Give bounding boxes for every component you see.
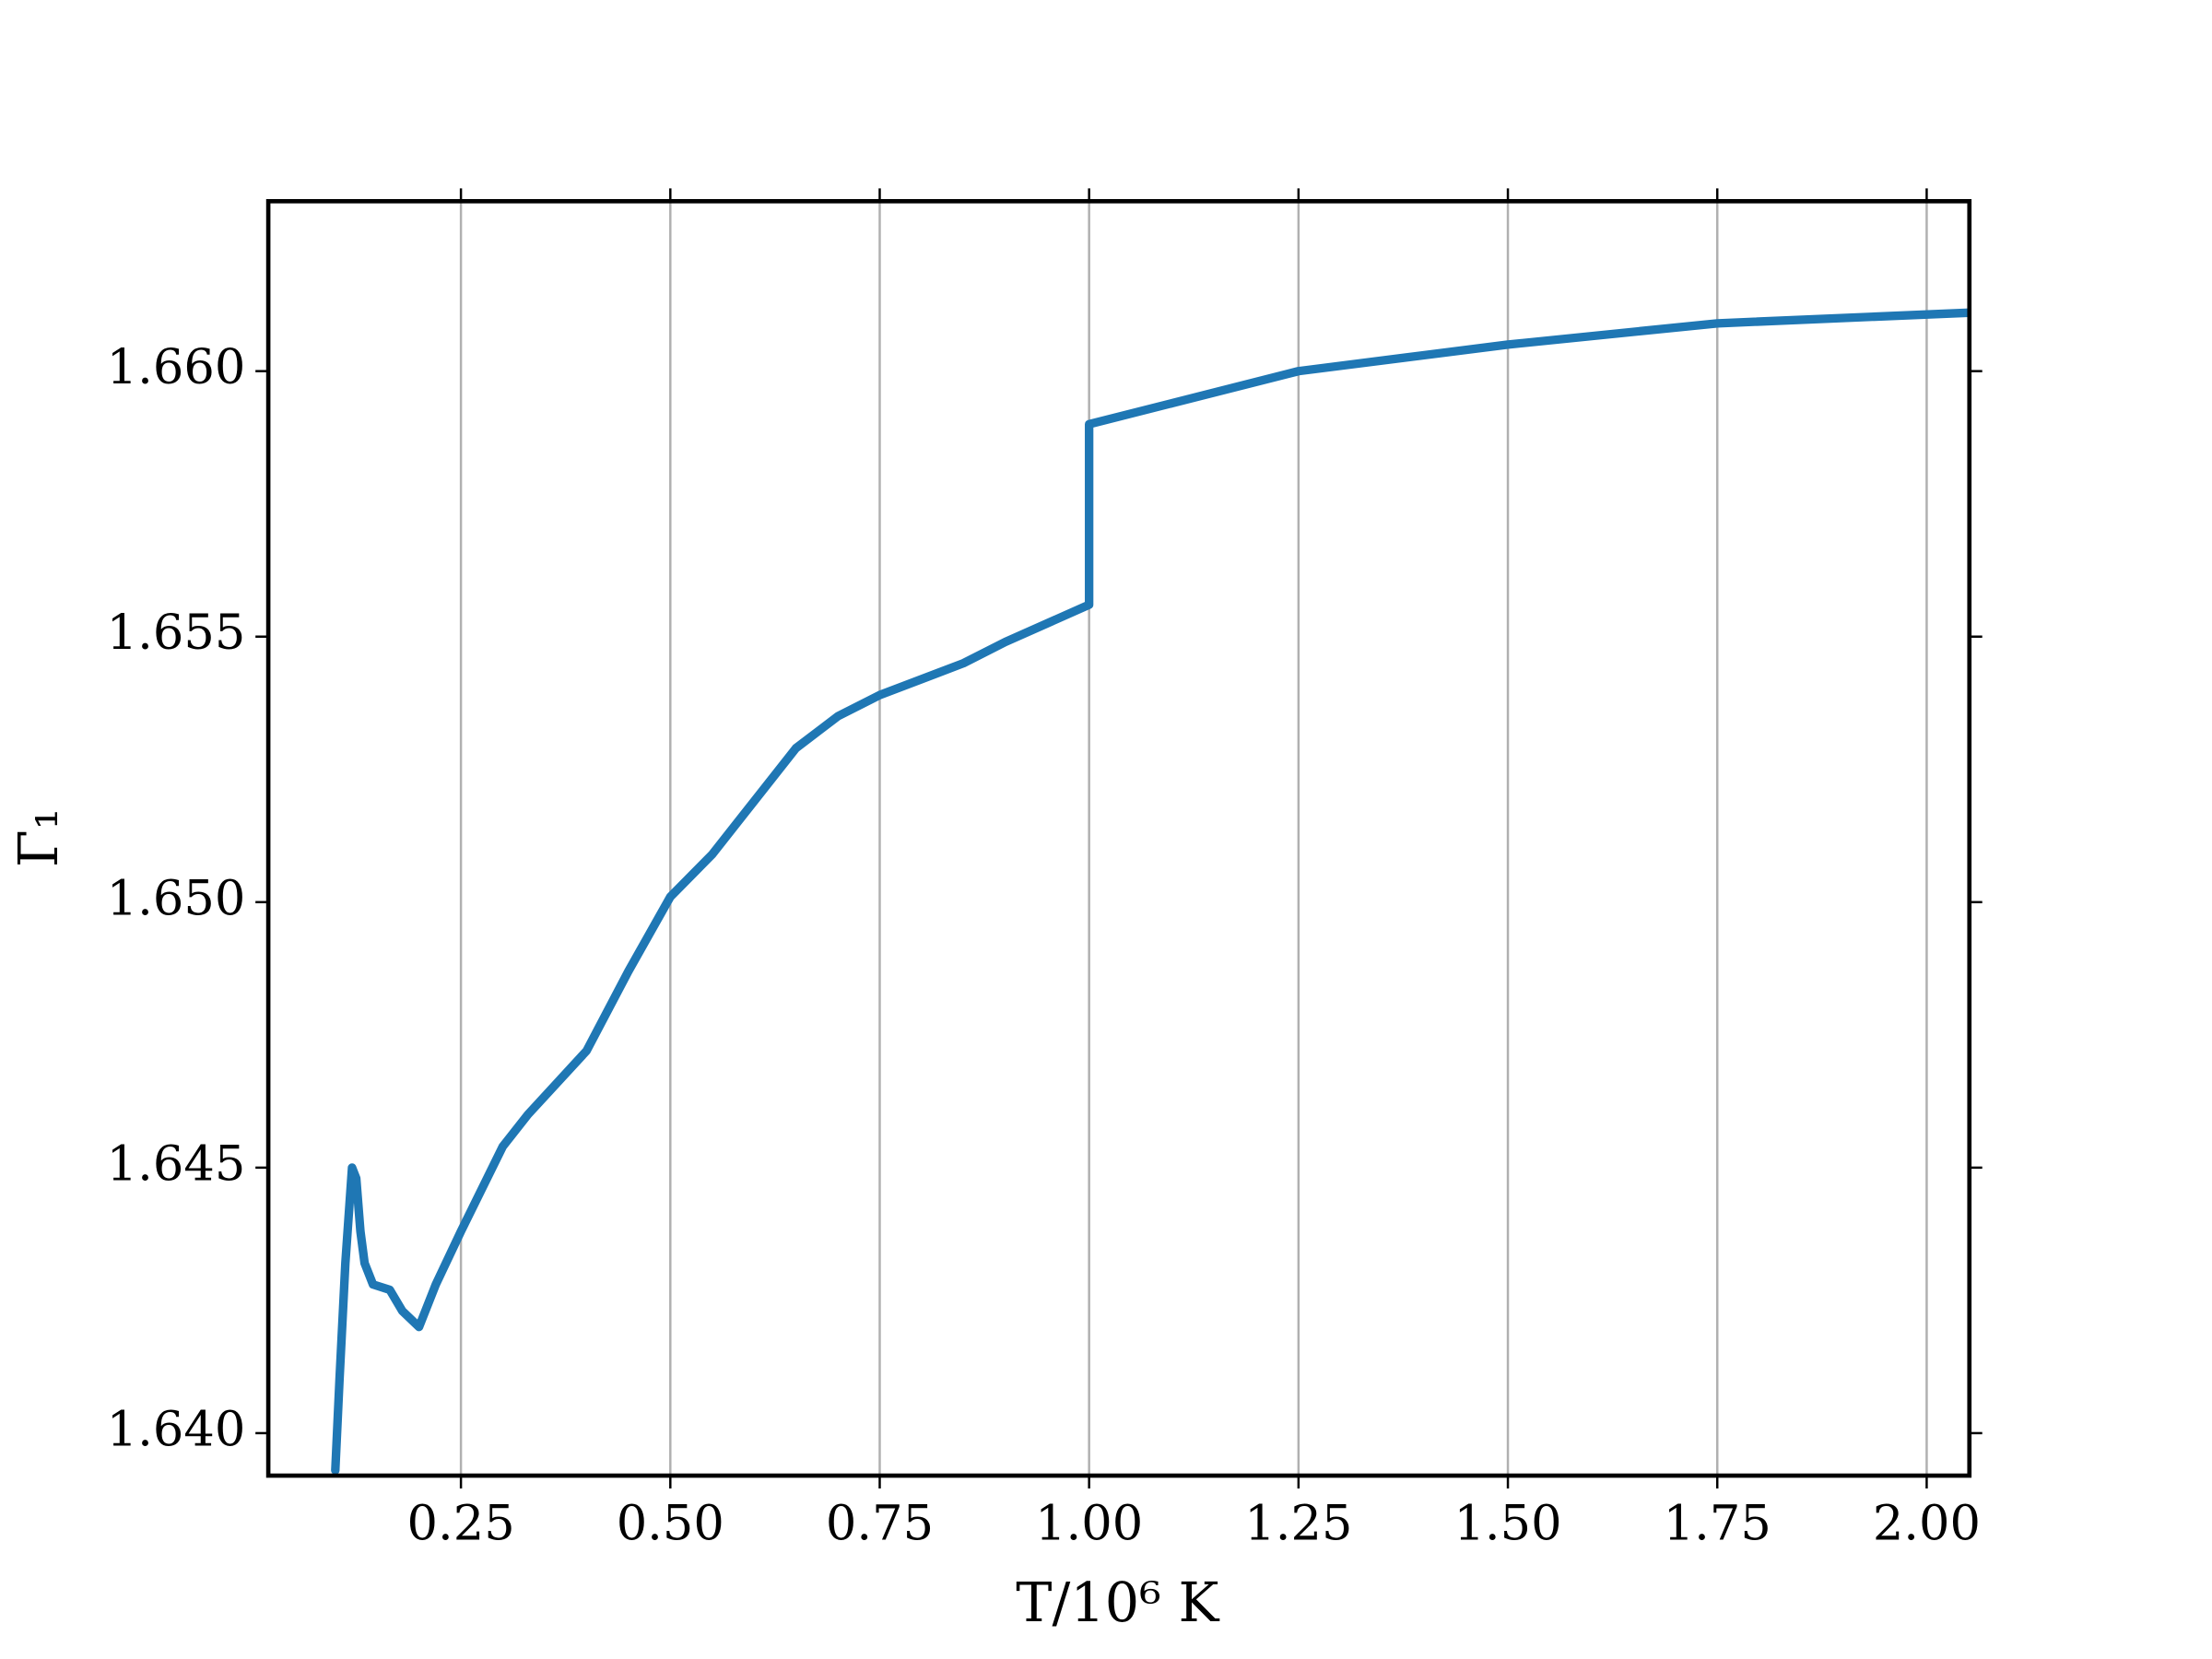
y-tick-label: 1.640 <box>107 1401 246 1457</box>
y-tick-label: 1.660 <box>107 339 246 395</box>
x-axis-label: T/10⁶ K <box>1016 1571 1219 1634</box>
y-tick-label: 1.645 <box>107 1135 246 1192</box>
x-tick-label: 0.75 <box>826 1495 934 1551</box>
x-tick-label: 1.25 <box>1244 1495 1352 1551</box>
x-tick-label: 0.50 <box>617 1495 724 1551</box>
x-tick-label: 1.75 <box>1664 1495 1771 1551</box>
y-axis-label: Γ₁ <box>6 808 70 867</box>
data-line <box>331 308 1970 1475</box>
x-tick-label: 1.00 <box>1035 1495 1143 1551</box>
x-tick-label: 1.50 <box>1453 1495 1561 1551</box>
y-tick-label: 1.655 <box>107 605 246 661</box>
x-tick-label: 2.00 <box>1873 1495 1981 1551</box>
y-tick-label: 1.650 <box>107 870 246 926</box>
plot-frame <box>265 198 1972 1478</box>
x-tick-label: 0.25 <box>407 1495 515 1551</box>
